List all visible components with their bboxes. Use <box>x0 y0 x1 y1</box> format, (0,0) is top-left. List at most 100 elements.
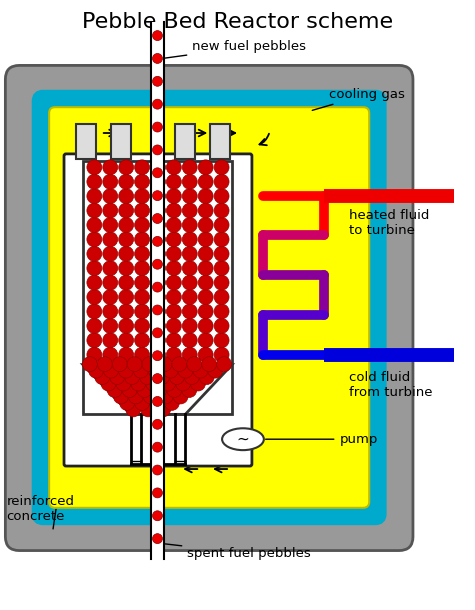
Circle shape <box>133 363 148 378</box>
Circle shape <box>163 363 178 378</box>
Circle shape <box>126 402 141 417</box>
Circle shape <box>87 347 102 362</box>
Circle shape <box>193 363 208 378</box>
Circle shape <box>172 357 187 371</box>
Circle shape <box>152 488 162 498</box>
Circle shape <box>134 160 150 175</box>
Circle shape <box>142 357 157 371</box>
Circle shape <box>151 290 165 304</box>
Circle shape <box>184 370 199 384</box>
Circle shape <box>214 275 229 290</box>
Circle shape <box>151 304 165 319</box>
Ellipse shape <box>222 428 264 450</box>
Circle shape <box>176 376 190 391</box>
FancyBboxPatch shape <box>5 65 413 551</box>
Circle shape <box>182 174 197 189</box>
Circle shape <box>182 333 197 348</box>
Circle shape <box>134 318 150 333</box>
Circle shape <box>214 347 229 362</box>
Circle shape <box>170 370 184 384</box>
Circle shape <box>214 304 229 319</box>
Text: cold fluid
from turbine: cold fluid from turbine <box>349 370 433 398</box>
Circle shape <box>182 188 197 204</box>
Circle shape <box>198 232 213 247</box>
Circle shape <box>152 396 162 406</box>
Circle shape <box>152 122 162 132</box>
Circle shape <box>119 246 133 261</box>
Circle shape <box>119 232 133 247</box>
Circle shape <box>95 370 110 384</box>
Circle shape <box>103 333 118 348</box>
Circle shape <box>103 232 118 247</box>
Circle shape <box>134 395 150 411</box>
Circle shape <box>182 304 197 319</box>
Circle shape <box>166 347 181 362</box>
Circle shape <box>198 174 213 189</box>
FancyBboxPatch shape <box>49 107 369 508</box>
Circle shape <box>131 376 146 391</box>
Circle shape <box>152 30 162 40</box>
Circle shape <box>151 218 165 232</box>
Circle shape <box>182 246 197 261</box>
Circle shape <box>152 168 162 178</box>
Circle shape <box>214 188 229 204</box>
Circle shape <box>103 160 118 175</box>
Circle shape <box>87 275 102 290</box>
Circle shape <box>101 376 116 391</box>
Circle shape <box>152 237 162 246</box>
Circle shape <box>198 290 213 304</box>
Bar <box>210 124 230 159</box>
Circle shape <box>87 188 102 204</box>
Circle shape <box>182 347 197 362</box>
Circle shape <box>134 304 150 319</box>
Circle shape <box>198 304 213 319</box>
Circle shape <box>198 203 213 218</box>
Text: heated fluid
to turbine: heated fluid to turbine <box>349 209 430 237</box>
Text: reinforced
concrete: reinforced concrete <box>6 495 75 523</box>
Circle shape <box>151 318 165 333</box>
Circle shape <box>137 382 152 398</box>
Circle shape <box>119 260 133 276</box>
Circle shape <box>87 246 102 261</box>
Circle shape <box>134 333 150 348</box>
Circle shape <box>198 246 213 261</box>
Bar <box>151 22 164 559</box>
Text: pump: pump <box>266 432 378 446</box>
Circle shape <box>148 363 163 378</box>
Circle shape <box>119 318 133 333</box>
Circle shape <box>166 333 181 348</box>
Circle shape <box>150 395 164 411</box>
Circle shape <box>87 290 102 304</box>
Circle shape <box>119 218 133 232</box>
Circle shape <box>103 318 118 333</box>
Circle shape <box>134 290 150 304</box>
Circle shape <box>152 259 162 269</box>
Text: spent fuel pebbles: spent fuel pebbles <box>165 544 311 560</box>
Circle shape <box>116 376 131 391</box>
FancyBboxPatch shape <box>35 93 383 522</box>
Circle shape <box>214 290 229 304</box>
Circle shape <box>151 347 165 362</box>
Circle shape <box>166 290 181 304</box>
Circle shape <box>152 442 162 452</box>
Circle shape <box>202 357 217 371</box>
Circle shape <box>151 246 165 261</box>
Circle shape <box>152 214 162 223</box>
Circle shape <box>151 174 165 189</box>
Circle shape <box>134 260 150 276</box>
Circle shape <box>119 160 133 175</box>
Circle shape <box>166 318 181 333</box>
Circle shape <box>198 347 213 362</box>
Circle shape <box>128 389 143 404</box>
Circle shape <box>120 395 134 411</box>
Circle shape <box>151 260 165 276</box>
Circle shape <box>87 260 102 276</box>
Circle shape <box>152 99 162 109</box>
Circle shape <box>151 160 165 175</box>
Circle shape <box>124 370 140 384</box>
Circle shape <box>166 160 181 175</box>
Circle shape <box>87 232 102 247</box>
Circle shape <box>152 382 167 398</box>
Circle shape <box>119 290 133 304</box>
Circle shape <box>198 160 213 175</box>
